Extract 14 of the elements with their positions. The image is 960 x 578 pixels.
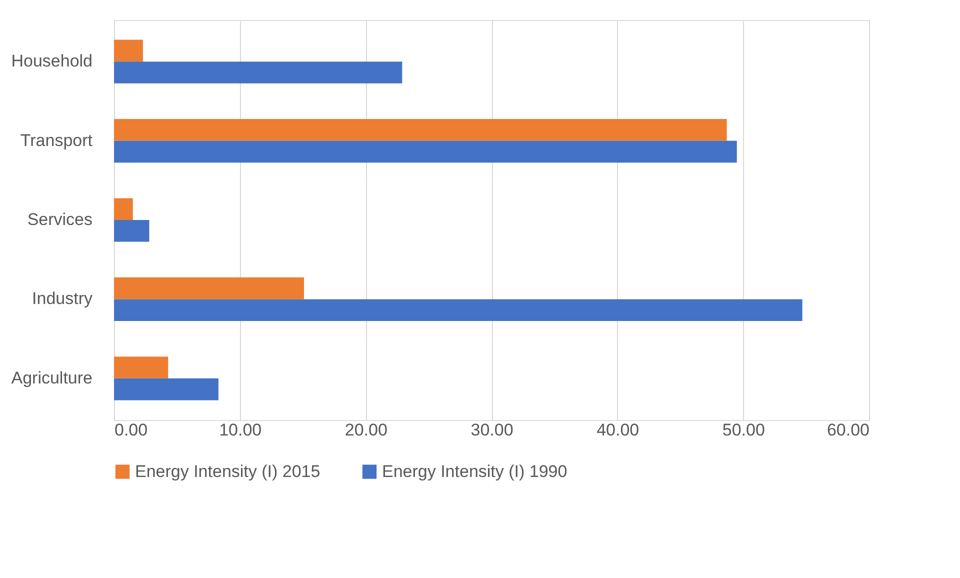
x-tick-label: 40.00 <box>596 420 640 440</box>
x-tick-label: 10.00 <box>219 420 262 440</box>
x-tick-label: 0.00 <box>114 420 148 440</box>
x-tick-label: 30.00 <box>470 420 514 440</box>
y-tick-label: Agriculture <box>11 368 92 388</box>
y-tick-label: Household <box>11 52 92 71</box>
legend-label: Energy Intensity (I) 1990 <box>382 462 568 481</box>
legend-label: Energy Intensity (I) 2015 <box>135 462 320 481</box>
y-tick-label: Services <box>27 210 92 229</box>
x-tick-label: 20.00 <box>344 420 388 440</box>
x-tick-label: 60.00 <box>826 420 870 440</box>
x-tick-label: 50.00 <box>722 420 765 440</box>
y-tick-label: Transport <box>20 130 93 150</box>
y-tick-label: Industry <box>32 289 93 308</box>
